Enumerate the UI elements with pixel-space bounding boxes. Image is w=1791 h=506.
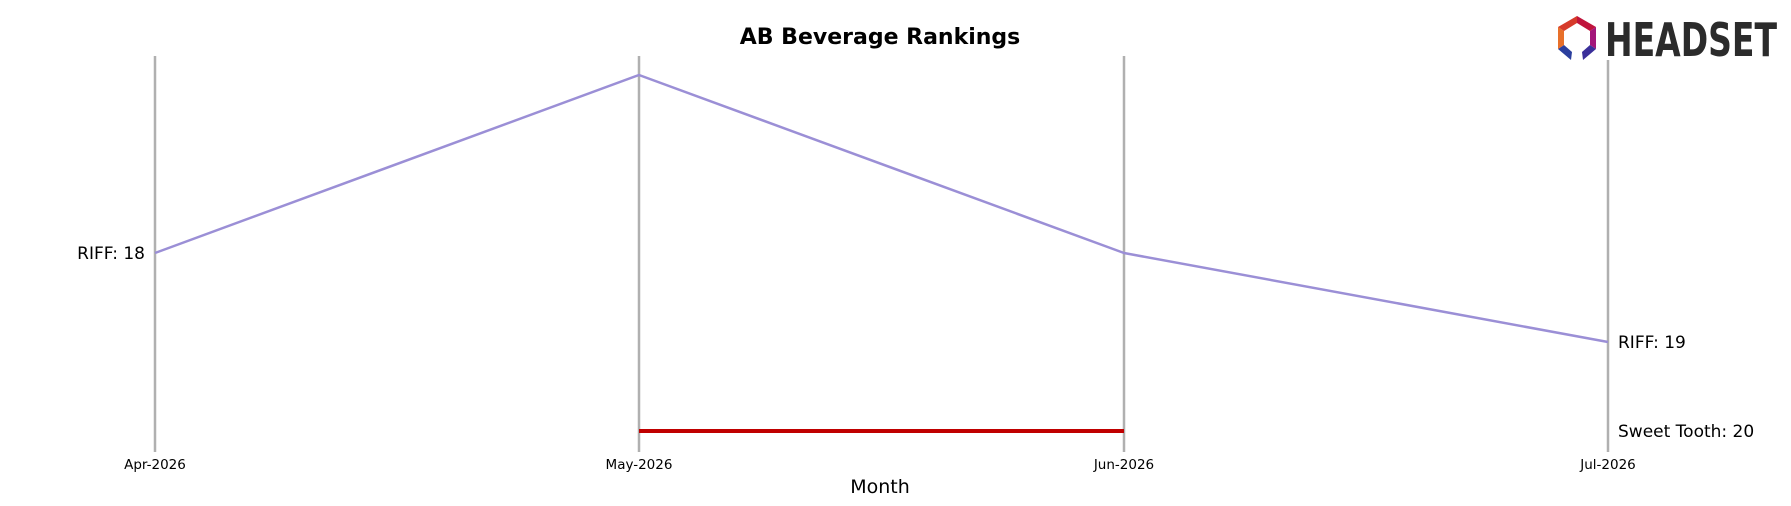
series-group <box>154 73 1609 433</box>
headset-hexagon-logo-icon <box>1558 16 1596 60</box>
x-axis-label: Month <box>850 476 910 498</box>
x-tick-jun-2026: Jun-2026 <box>1093 457 1154 473</box>
headset-logo: HEADSET <box>1558 13 1777 67</box>
chart-title: AB Beverage Rankings <box>740 25 1021 50</box>
series-line-riff <box>154 73 1609 344</box>
x-tick-labels: Apr-2026 May-2026 Jun-2026 Jul-2026 <box>124 457 1636 473</box>
end-label-sweet-tooth: Sweet Tooth: 20 <box>1618 422 1754 442</box>
end-label-riff: RIFF: 19 <box>1618 333 1686 353</box>
x-tick-may-2026: May-2026 <box>606 457 673 473</box>
start-label-riff: RIFF: 18 <box>77 244 145 264</box>
gridlines <box>153 56 1610 452</box>
x-tick-apr-2026: Apr-2026 <box>124 457 186 473</box>
series-end-labels: RIFF: 18 RIFF: 19 Sweet Tooth: 20 <box>77 244 1754 442</box>
logo-text: HEADSET <box>1605 13 1777 67</box>
x-tick-jul-2026: Jul-2026 <box>1579 457 1636 473</box>
